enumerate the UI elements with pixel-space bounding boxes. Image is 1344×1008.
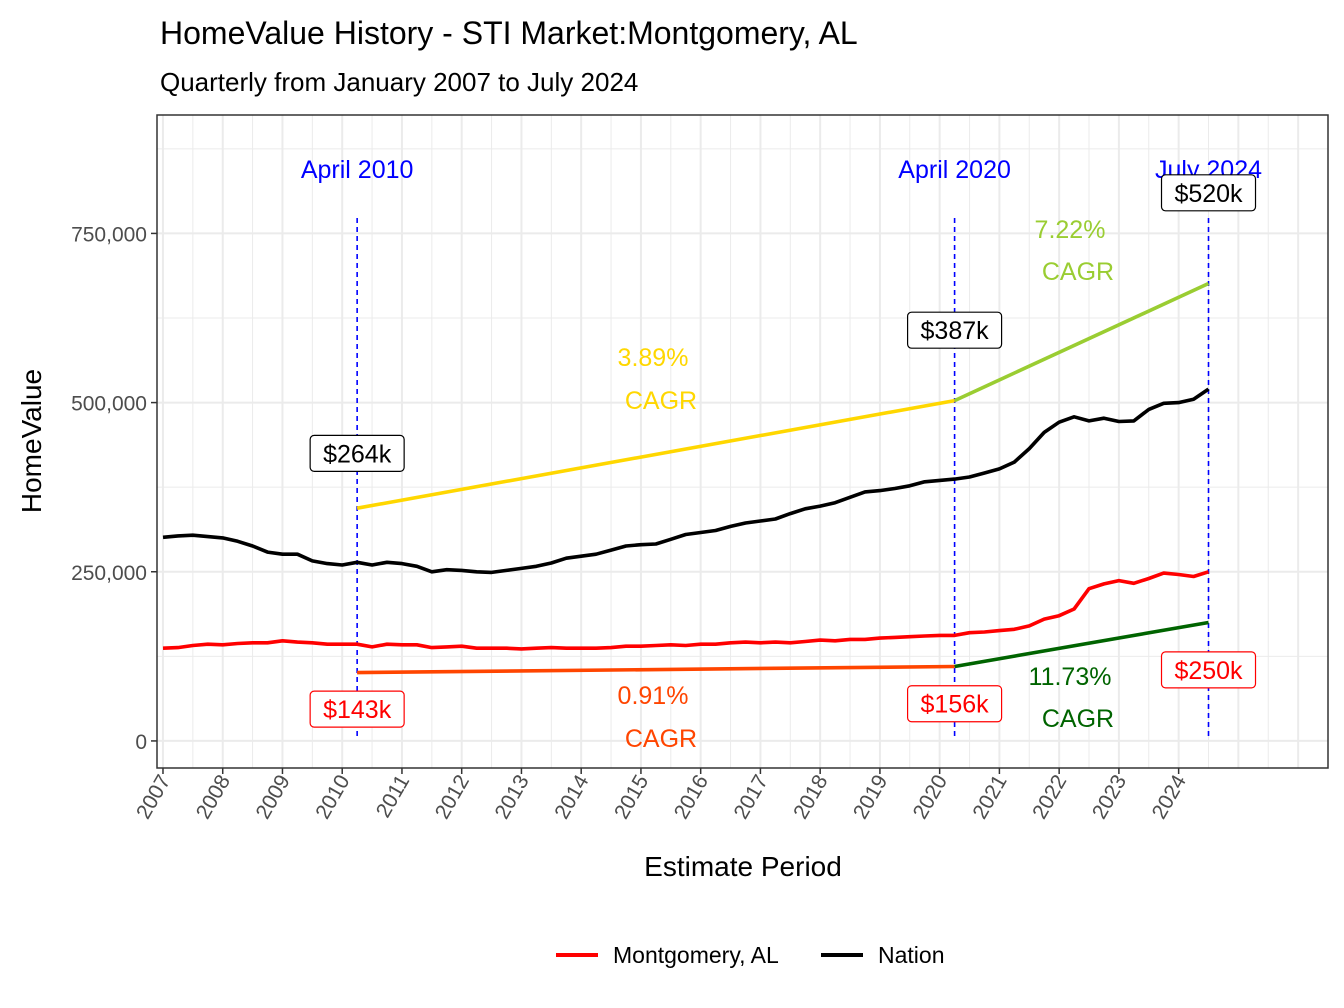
value-label-2: $520k [1174,180,1243,208]
y-tick-label-1: 250,000 [71,562,147,585]
legend-label-1: Nation [878,942,944,968]
cagr-line-0 [356,398,955,510]
value-label-box-4 [906,685,1003,723]
cagr-word-0: CAGR [625,387,697,415]
cagr-pct-1: 7.22% [1035,216,1106,244]
y-axis-title: HomeValue [16,369,47,513]
vline-label-1: April 2020 [898,156,1011,184]
series-lines [162,281,1210,675]
vline-label-0: April 2010 [301,156,414,184]
cagr-line-1 [953,281,1210,403]
cagr-line-2 [357,664,955,675]
y-tick-label-2: 500,000 [71,393,147,416]
value-label-1: $387k [921,317,990,345]
y-tick-label-0: 0 [135,731,147,754]
cagr-line-3 [954,620,1209,669]
cagr-pct-2: 0.91% [618,682,689,710]
value-label-0: $264k [323,440,392,468]
cagr-pct-0: 3.89% [618,344,689,372]
y-tick-label-3: 750,000 [71,223,147,246]
value-label-box-2 [1160,174,1257,212]
panel-border [156,114,1329,769]
cagr-word-1: CAGR [1042,258,1114,286]
legend-label-0: Montgomery, AL [613,942,779,968]
series-line-montgomery [162,570,1210,651]
value-label-box-5 [1160,651,1257,689]
value-label-box-0 [309,434,405,472]
x-axis-title: Estimate Period [644,851,842,882]
cagr-word-2: CAGR [625,725,697,753]
value-label-3: $143k [323,696,392,724]
series-line-nation [162,387,1210,575]
value-label-box-1 [906,311,1003,349]
chart-subtitle: Quarterly from January 2007 to July 2024 [160,67,638,97]
value-label-box-3 [309,690,405,728]
value-label-4: $156k [921,691,990,719]
cagr-word-3: CAGR [1042,705,1114,733]
value-label-5: $250k [1174,657,1243,685]
legend: Montgomery, AL Nation [556,942,944,968]
annotations: April 2010 April 2020 July 20243.89%CAGR7.… [301,156,1262,753]
chart-title: HomeValue History - STI Market:Montgomer… [160,15,858,51]
cagr-pct-3: 11.73% [1029,663,1112,691]
